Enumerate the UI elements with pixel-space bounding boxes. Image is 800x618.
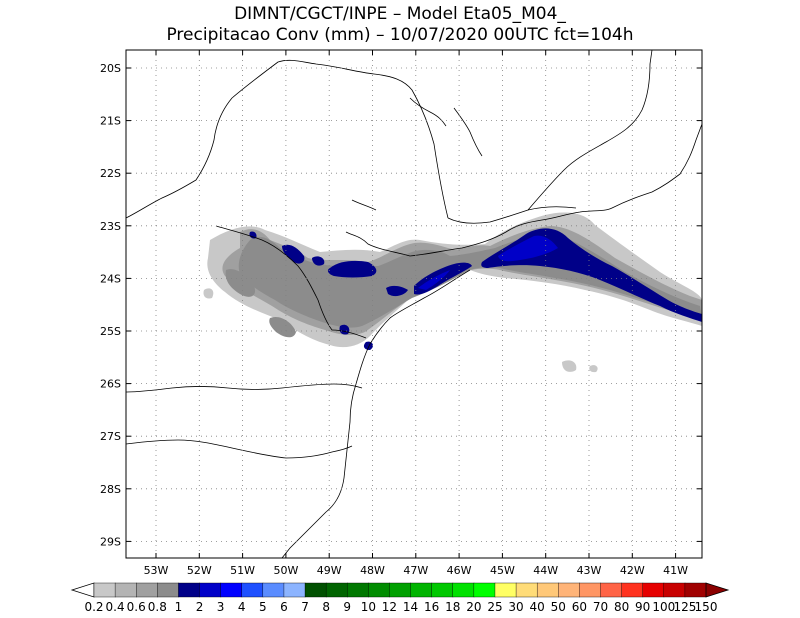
coastlines-borders bbox=[126, 50, 702, 558]
colorbar-swatch bbox=[389, 582, 412, 598]
colorbar-arrow-left bbox=[70, 582, 95, 598]
colorbar-swatch bbox=[431, 582, 454, 598]
colorbar-swatch bbox=[494, 582, 517, 598]
lon-label: 50W bbox=[273, 564, 298, 577]
colorbar-swatch bbox=[262, 582, 285, 598]
colorbar-label: 1 bbox=[175, 600, 183, 614]
colorbar-swatch bbox=[136, 582, 158, 598]
colorbar-swatch bbox=[410, 582, 433, 598]
colorbar-label: 14 bbox=[403, 600, 418, 614]
plot-frame bbox=[125, 49, 703, 559]
colorbar-swatch bbox=[368, 582, 390, 598]
lat-label: 23S bbox=[100, 220, 121, 233]
precip-blue-inner bbox=[418, 235, 558, 290]
colorbar-label: 6 bbox=[280, 600, 288, 614]
colorbar-swatch bbox=[93, 582, 116, 598]
colorbar-swatch bbox=[473, 582, 496, 598]
lat-label: 20S bbox=[100, 62, 121, 75]
colorbar-label: 9 bbox=[343, 600, 351, 614]
colorbar-swatch bbox=[304, 582, 327, 598]
colorbar-label: 90 bbox=[635, 600, 650, 614]
lon-label: 43W bbox=[577, 564, 602, 577]
colorbar-label: 12 bbox=[382, 600, 397, 614]
lon-label: 42W bbox=[620, 564, 645, 577]
colorbar-swatch bbox=[536, 582, 559, 598]
colorbar-swatch bbox=[579, 582, 601, 598]
lon-label: 49W bbox=[317, 564, 342, 577]
colorbar-swatch bbox=[663, 582, 686, 598]
colorbar-label: 8 bbox=[322, 600, 330, 614]
colorbar-label: 16 bbox=[424, 600, 439, 614]
colorbar-swatch bbox=[347, 582, 369, 598]
colorbar-swatch bbox=[178, 582, 201, 598]
colorbar-label: 3 bbox=[217, 600, 225, 614]
colorbar-label: 20 bbox=[466, 600, 481, 614]
lat-label: 27S bbox=[100, 430, 121, 443]
colorbar-label: 125 bbox=[673, 600, 696, 614]
colorbar-label: 100 bbox=[652, 600, 675, 614]
lon-label: 46W bbox=[447, 564, 472, 577]
map-title-line1: DIMNT/CGCT/INPE – Model Eta05_M04_ bbox=[234, 4, 566, 24]
map-title-line2: Precipitacao Conv (mm) – 10/07/2020 00UT… bbox=[166, 25, 634, 45]
colorbar-label: 60 bbox=[572, 600, 587, 614]
colorbar-label: 150 bbox=[695, 600, 718, 614]
lat-label: 28S bbox=[100, 483, 121, 496]
colorbar-label: 18 bbox=[445, 600, 460, 614]
latitude-axis: 20S 21S 22S 23S 24S 25S 26S 27S 28S 29S bbox=[100, 62, 702, 548]
map-plot-area bbox=[126, 50, 702, 558]
lon-label: 45W bbox=[490, 564, 515, 577]
lon-label: 41W bbox=[663, 564, 688, 577]
lat-label: 21S bbox=[100, 115, 121, 128]
colorbar-swatch bbox=[220, 582, 243, 598]
colorbar-label: 50 bbox=[551, 600, 566, 614]
lon-label: 53W bbox=[144, 564, 169, 577]
colorbar-label: 40 bbox=[530, 600, 545, 614]
colorbar-swatch bbox=[283, 582, 306, 598]
colorbar-swatch bbox=[452, 582, 475, 598]
colorbar-label: 0.6 bbox=[127, 600, 146, 614]
longitude-axis: 53W 52W 51W 50W 49W 48W 47W 46W 45W 44W 43W 42W 41W bbox=[144, 50, 688, 577]
colorbar-label: 5 bbox=[259, 600, 267, 614]
lat-label: 29S bbox=[100, 535, 121, 548]
lon-label: 47W bbox=[403, 564, 428, 577]
colorbar-swatch bbox=[600, 582, 623, 598]
lon-label: 48W bbox=[360, 564, 385, 577]
colorbar-swatch bbox=[642, 582, 665, 598]
colorbar-label: 70 bbox=[593, 600, 608, 614]
colorbar-label: 0.4 bbox=[106, 600, 125, 614]
colorbar-swatch bbox=[684, 582, 707, 598]
colorbar-label: 0.8 bbox=[148, 600, 167, 614]
colorbar-swatch bbox=[325, 582, 348, 598]
colorbar-label: 10 bbox=[361, 600, 376, 614]
lat-label: 22S bbox=[100, 167, 121, 180]
colorbar-swatch bbox=[515, 582, 538, 598]
colorbar-label: 4 bbox=[238, 600, 246, 614]
colorbar-label: 80 bbox=[614, 600, 629, 614]
graticule bbox=[126, 50, 702, 558]
colorbar-swatch bbox=[157, 582, 179, 598]
lat-label: 26S bbox=[100, 378, 121, 391]
lon-label: 44W bbox=[533, 564, 558, 577]
lon-label: 52W bbox=[187, 564, 212, 577]
colorbar-label: 0.2 bbox=[84, 600, 103, 614]
colorbar-label: 25 bbox=[487, 600, 502, 614]
colorbar-swatch bbox=[241, 582, 264, 598]
colorbar-arrow-right bbox=[705, 582, 730, 598]
lat-label: 24S bbox=[100, 272, 121, 285]
colorbar-swatch bbox=[621, 582, 644, 598]
colorbar-swatch bbox=[199, 582, 222, 598]
colorbar-label: 7 bbox=[301, 600, 309, 614]
colorbar-label: 30 bbox=[508, 600, 523, 614]
lat-label: 25S bbox=[100, 325, 121, 338]
colorbar: 0.2 0.4 0.6 0.8 1 2 3 4 5 6 7 8 9 10 12 14 16 18 20 25 30 40 5… bbox=[70, 582, 730, 614]
lon-label: 51W bbox=[230, 564, 255, 577]
colorbar-label: 2 bbox=[196, 600, 204, 614]
colorbar-swatch bbox=[114, 582, 137, 598]
colorbar-swatch bbox=[558, 582, 580, 598]
